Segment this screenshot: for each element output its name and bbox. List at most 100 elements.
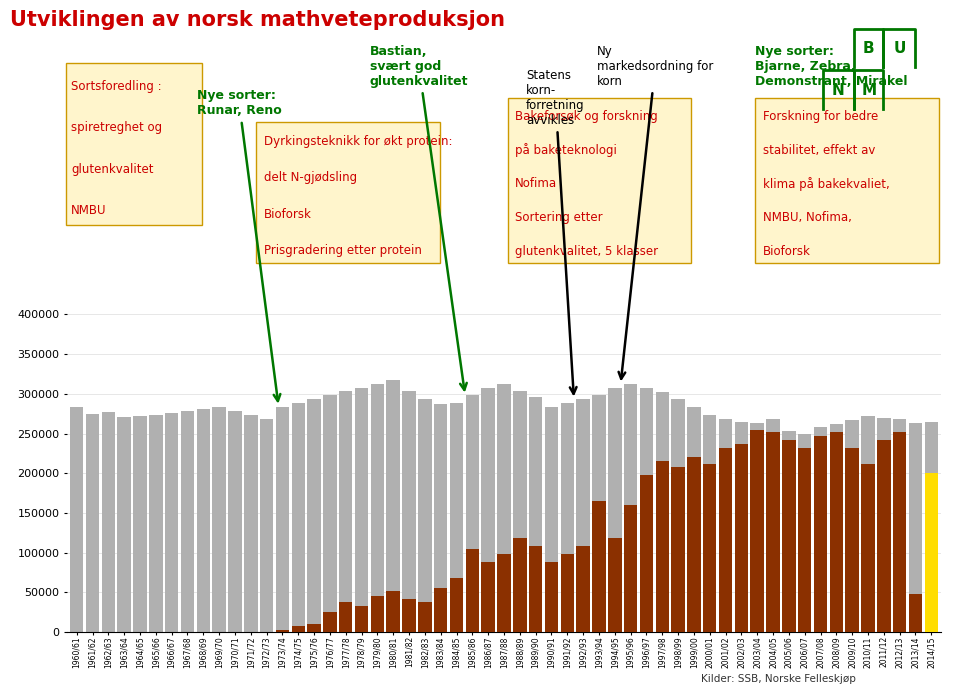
- Bar: [371, 383, 384, 632]
- Bar: [909, 594, 923, 632]
- Text: Kilder: SSB, Norske Felleskjøp: Kilder: SSB, Norske Felleskjøp: [701, 673, 855, 684]
- Bar: [513, 539, 526, 632]
- Bar: [228, 412, 242, 632]
- Bar: [877, 440, 891, 632]
- Bar: [814, 436, 828, 632]
- Bar: [402, 598, 416, 632]
- Bar: [703, 464, 716, 632]
- Bar: [165, 413, 179, 632]
- Bar: [513, 392, 526, 632]
- Bar: [276, 407, 289, 632]
- Bar: [371, 596, 384, 632]
- Bar: [307, 399, 321, 632]
- Bar: [529, 397, 542, 632]
- Bar: [450, 578, 464, 632]
- Text: Sortsforedling :: Sortsforedling :: [71, 80, 162, 93]
- Bar: [292, 626, 305, 632]
- Bar: [387, 591, 400, 632]
- Bar: [734, 422, 748, 632]
- Text: delt N-gjødsling: delt N-gjødsling: [264, 172, 357, 184]
- Bar: [846, 420, 859, 632]
- Bar: [324, 612, 337, 632]
- Text: Nye sorter:
Runar, Reno: Nye sorter: Runar, Reno: [197, 89, 281, 401]
- Bar: [734, 444, 748, 632]
- Text: NMBU: NMBU: [71, 204, 107, 216]
- Text: klima på bakekvaliet,: klima på bakekvaliet,: [763, 177, 890, 191]
- Text: Statens
korn-
forretning
avvikles: Statens korn- forretning avvikles: [526, 69, 585, 394]
- Bar: [544, 407, 558, 632]
- Bar: [355, 606, 369, 632]
- Bar: [339, 391, 352, 632]
- Bar: [798, 433, 811, 632]
- Bar: [624, 384, 637, 632]
- Bar: [782, 431, 796, 632]
- Bar: [180, 411, 194, 632]
- Text: Prisgradering etter protein: Prisgradering etter protein: [264, 244, 421, 256]
- Bar: [766, 419, 780, 632]
- Bar: [561, 403, 574, 632]
- Bar: [497, 384, 511, 632]
- Bar: [466, 549, 479, 632]
- Bar: [861, 464, 875, 632]
- Bar: [339, 602, 352, 632]
- Bar: [719, 448, 732, 632]
- Bar: [592, 396, 606, 632]
- FancyBboxPatch shape: [256, 122, 440, 263]
- Bar: [893, 419, 906, 632]
- Bar: [719, 419, 732, 632]
- Bar: [703, 416, 716, 632]
- Text: Bioforsk: Bioforsk: [763, 245, 811, 258]
- Bar: [782, 440, 796, 632]
- Bar: [624, 505, 637, 632]
- Bar: [639, 475, 653, 632]
- Text: glutenkvalitet, 5 klasser: glutenkvalitet, 5 klasser: [516, 245, 659, 258]
- Bar: [85, 414, 99, 632]
- Bar: [751, 429, 764, 632]
- Bar: [829, 424, 843, 632]
- Text: NMBU, Nofima,: NMBU, Nofima,: [763, 211, 852, 224]
- Text: Nye sorter:
Bjarne, Zebra,
Demonstrant, Mirakel: Nye sorter: Bjarne, Zebra, Demonstrant, …: [755, 45, 907, 88]
- Bar: [70, 407, 84, 632]
- Bar: [276, 630, 289, 632]
- Bar: [212, 407, 226, 632]
- Bar: [814, 427, 828, 632]
- Text: U: U: [894, 41, 905, 56]
- Bar: [244, 416, 257, 632]
- Bar: [671, 467, 684, 632]
- Bar: [751, 423, 764, 632]
- Bar: [608, 387, 621, 632]
- FancyBboxPatch shape: [756, 98, 939, 263]
- Bar: [419, 602, 432, 632]
- Bar: [117, 417, 131, 632]
- Bar: [307, 624, 321, 632]
- Text: spiretreghet og: spiretreghet og: [71, 122, 162, 134]
- Text: Utviklingen av norsk mathveteproduksjon: Utviklingen av norsk mathveteproduksjon: [10, 10, 505, 30]
- Bar: [687, 407, 701, 632]
- Bar: [419, 398, 432, 632]
- Bar: [402, 391, 416, 632]
- Bar: [656, 392, 669, 632]
- Bar: [434, 404, 447, 632]
- Bar: [450, 403, 464, 632]
- Bar: [576, 399, 589, 632]
- Text: N: N: [831, 82, 845, 98]
- Bar: [846, 448, 859, 632]
- Bar: [260, 419, 274, 632]
- Bar: [355, 387, 369, 632]
- Bar: [766, 432, 780, 632]
- Bar: [671, 399, 684, 632]
- Text: Bastian,
svært god
glutenkvalitet: Bastian, svært god glutenkvalitet: [370, 45, 468, 390]
- Bar: [909, 423, 923, 632]
- Text: Dyrkingsteknikk for økt protein:: Dyrkingsteknikk for økt protein:: [264, 135, 452, 148]
- Text: Bioforsk: Bioforsk: [264, 207, 312, 221]
- FancyBboxPatch shape: [65, 63, 203, 225]
- Text: glutenkvalitet: glutenkvalitet: [71, 163, 154, 175]
- Bar: [893, 432, 906, 632]
- Bar: [924, 422, 938, 632]
- Bar: [197, 409, 210, 632]
- Bar: [798, 448, 811, 632]
- FancyBboxPatch shape: [508, 98, 691, 263]
- Bar: [149, 414, 162, 632]
- Bar: [861, 416, 875, 632]
- Bar: [497, 554, 511, 632]
